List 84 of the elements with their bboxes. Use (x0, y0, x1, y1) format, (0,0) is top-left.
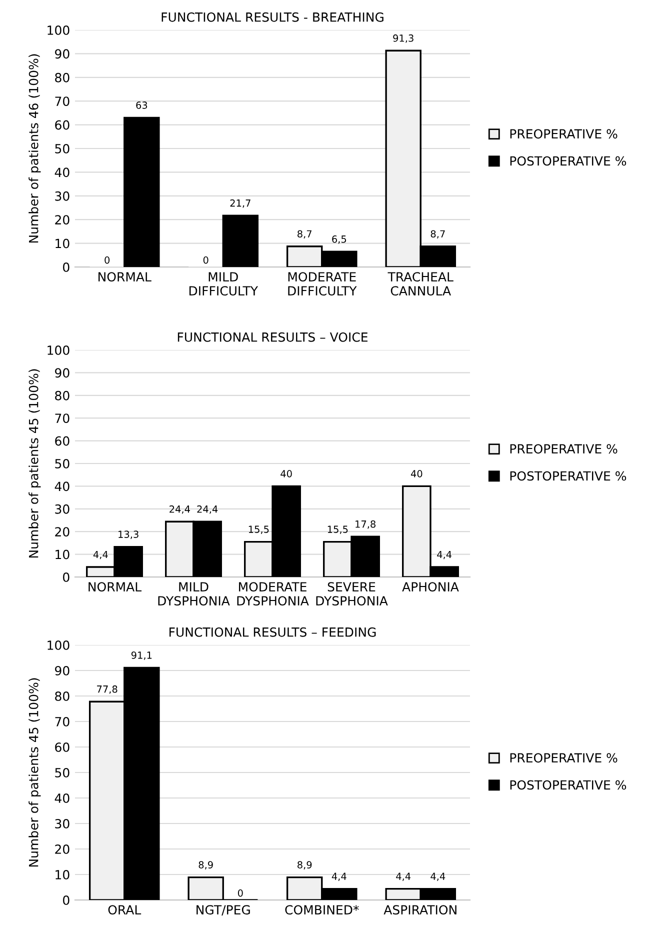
y-tick-label: 40 (54, 793, 70, 803)
data-label: 91,3 (393, 34, 414, 43)
data-label: 8,7 (298, 230, 312, 239)
data-label: 17,8 (356, 520, 376, 529)
y-axis-title: Number of patients 45 (100%) (28, 678, 41, 867)
data-label: 63 (136, 102, 148, 109)
y-axis-title: Number of patients 45 (100%) (28, 369, 41, 558)
data-label: 15,5 (248, 526, 269, 534)
y-tick-label: 60 (55, 120, 70, 130)
y-tick-label: 10 (56, 550, 70, 560)
y-tick-label: 50 (55, 144, 70, 154)
y-tick-label: 30 (55, 191, 70, 201)
x-tick-label: APHONIA (402, 582, 459, 592)
y-tick-label: 60 (55, 436, 70, 446)
legend-label: POSTOPERATIVE % (510, 780, 626, 790)
data-label: 40 (410, 470, 422, 478)
x-tick-label: NORMAL (88, 582, 142, 592)
data-label: 24,4 (170, 505, 190, 514)
y-tick-label: 90 (55, 49, 70, 59)
chart-title: FUNCTIONAL RESULTS – VOICE (178, 332, 368, 342)
y-tick-label: 90 (55, 368, 70, 378)
y-tick-label: 40 (54, 168, 70, 178)
y-tick-label: 20 (55, 215, 70, 225)
y-tick-label: 80 (55, 390, 70, 400)
data-label: 8,9 (298, 861, 312, 870)
x-tick-label: ASPIRATION (384, 905, 456, 915)
x-tick-label: NORMAL (98, 272, 152, 282)
data-label: 91,1 (131, 652, 152, 660)
y-tick-label: 10 (56, 238, 70, 248)
y-tick-label: 60 (55, 742, 70, 752)
x-tick-label: MODERATE DYSPHONIA (237, 582, 309, 606)
y-tick-label: 30 (55, 504, 70, 514)
y-tick-label: 90 (55, 666, 70, 676)
y-tick-label: 50 (55, 768, 70, 778)
y-tick-label: 100 (48, 25, 70, 35)
y-tick-label: 70 (55, 96, 70, 106)
data-label: 0 (238, 889, 243, 897)
data-label: 4,4 (430, 872, 446, 881)
y-tick-label: 0 (63, 572, 70, 582)
x-tick-label: ORAL (108, 905, 142, 915)
chart-title: FUNCTIONAL RESULTS - BREATHING (162, 12, 384, 22)
x-tick-label: MILD DIFFICULTY (189, 272, 258, 296)
x-tick-label: NGT/PEG (196, 905, 250, 916)
y-tick-label: 20 (55, 527, 70, 537)
y-tick-label: 80 (55, 72, 70, 82)
y-tick-label: 70 (55, 414, 70, 424)
y-tick-label: 40 (54, 482, 70, 492)
y-axis-title: Number of patients 46 (100%) (28, 54, 41, 243)
y-tick-label: 30 (55, 818, 70, 828)
legend-label: POSTOPERATIVE % (510, 156, 626, 166)
data-label: 24,4 (197, 505, 218, 514)
legend-label: PREOPERATIVE % (510, 444, 618, 454)
y-tick-label: 70 (55, 716, 70, 726)
data-label: 13,3 (118, 530, 138, 539)
data-label: 8,9 (198, 861, 213, 870)
data-label: 4,4 (332, 872, 346, 881)
data-label: 77,8 (97, 685, 118, 694)
y-tick-label: 10 (56, 870, 70, 880)
chart-title: FUNCTIONAL RESULTS – FEEDING (170, 627, 376, 637)
legend-label: PREOPERATIVE % (510, 129, 618, 139)
data-label: 15,5 (328, 526, 348, 534)
data-label: 40 (280, 470, 292, 478)
x-tick-label: MILD DYSPHONIA (158, 582, 230, 606)
data-label: 0 (104, 256, 110, 264)
data-label: 8,7 (430, 230, 445, 239)
y-tick-label: 0 (63, 895, 70, 905)
data-label: 4,4 (437, 550, 452, 560)
data-label: 6,5 (332, 235, 346, 244)
legend-label: POSTOPERATIVE % (510, 471, 626, 481)
x-tick-label: TRACHEAL CANNULA (388, 272, 454, 296)
data-label: 4,4 (396, 872, 411, 881)
data-label: 21,7 (230, 199, 250, 208)
x-tick-label: SEVERE DYSPHONIA (316, 582, 388, 606)
legend-label: PREOPERATIVE % (510, 753, 618, 763)
y-tick-label: 20 (55, 844, 70, 854)
y-tick-label: 100 (48, 640, 70, 650)
data-label: 4,4 (93, 550, 108, 560)
y-tick-label: 80 (55, 691, 70, 701)
y-tick-label: 50 (55, 458, 70, 468)
x-tick-label: MODERATE DIFFICULTY (288, 272, 357, 296)
y-tick-label: 0 (63, 262, 70, 272)
data-label: 0 (203, 256, 208, 264)
y-tick-label: 100 (48, 345, 70, 355)
x-tick-label: COMBINED* (285, 905, 359, 915)
